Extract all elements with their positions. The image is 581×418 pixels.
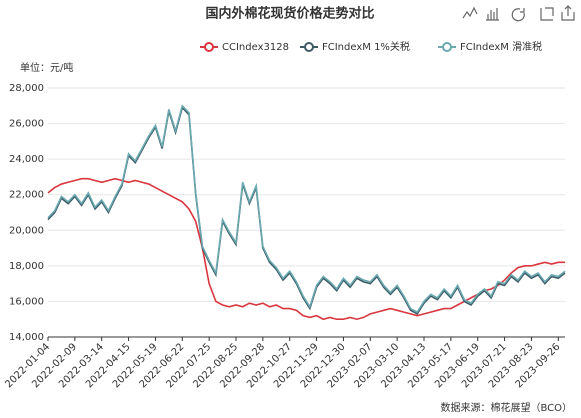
source: 数据来源：棉花展望（BCO） [440, 401, 572, 414]
y-tick-label: 20,000 [9, 225, 44, 236]
y-tick-label: 24,000 [9, 154, 44, 165]
legend-label: FCIndexM 滑准税 [460, 40, 542, 53]
legend-marker [442, 42, 452, 52]
save-icon[interactable] [561, 5, 575, 21]
bar-icon[interactable] [486, 8, 499, 21]
legend-marker [304, 42, 314, 52]
y-tick-label: 18,000 [9, 261, 44, 272]
legend-item: FCIndexM 滑准税 [438, 40, 542, 53]
chart-title: 国内外棉花现货价格走势对比 [205, 6, 374, 22]
y-tick-label: 16,000 [9, 296, 44, 307]
legend-item: FCIndexM 1%关税 [300, 40, 410, 53]
y-tick-label: 26,000 [9, 119, 44, 130]
line-series [47, 104, 566, 314]
restore-icon[interactable] [511, 8, 525, 22]
y-tick-label: 14,000 [9, 332, 44, 343]
y-tick-label: 22,000 [9, 190, 44, 201]
toolbar[interactable] [462, 5, 575, 22]
legend-marker [204, 42, 214, 52]
line-series [47, 177, 565, 321]
y-axis-label: 单位：元/吨 [20, 61, 73, 74]
legend-label: CCIndex3128 [222, 42, 289, 53]
legend-item: CCIndex3128 [200, 42, 289, 53]
line-series [47, 105, 566, 315]
line-icon[interactable] [462, 6, 478, 19]
zoom-icon[interactable] [540, 7, 554, 21]
legend-label: FCIndexM 1%关税 [322, 40, 410, 53]
y-tick-label: 28,000 [9, 83, 44, 94]
